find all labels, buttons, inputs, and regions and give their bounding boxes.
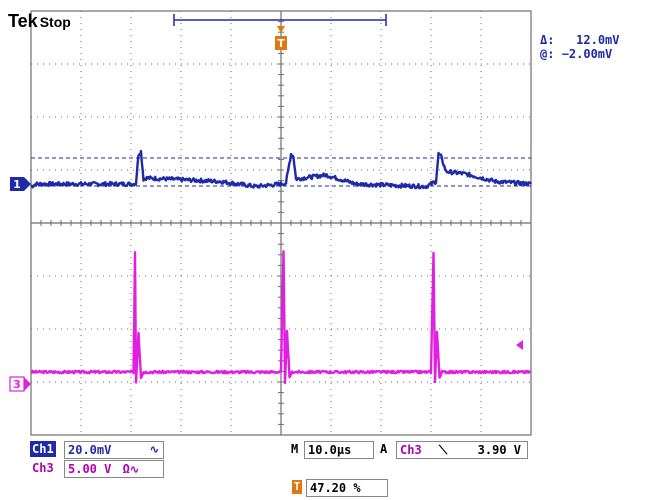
ch3-label[interactable]: Ch3: [32, 461, 54, 475]
delta-label: Δ:: [540, 33, 555, 47]
trigger-box[interactable]: Ch3 ⟍ 3.90 V: [396, 441, 528, 459]
trigger-position-box[interactable]: 47.20 %: [306, 479, 388, 497]
brand-label: Tek: [8, 11, 38, 31]
trigger-level-icon: [516, 340, 523, 350]
bw-limit-icon: ∿: [129, 463, 140, 476]
ch1-ground-marker: [10, 177, 24, 191]
falling-edge-icon: ⟍: [438, 443, 448, 457]
trigger-position-icon: T: [292, 480, 302, 494]
trigger-source: Ch3: [400, 443, 422, 457]
timebase-prefix: M: [291, 442, 299, 456]
acquisition-status: Stop: [39, 14, 71, 30]
ch3-ground-arrow: [24, 377, 31, 391]
cursor-readout: Δ: 12.0mV @: −2.00mV: [540, 34, 620, 62]
timebase-box[interactable]: 10.0µs: [304, 441, 374, 459]
delta-value: 12.0mV: [576, 33, 620, 47]
at-label: @:: [540, 47, 555, 61]
at-value: −2.00mV: [561, 47, 613, 61]
ch1-scale: 20.0mV: [68, 443, 112, 457]
trigger-point-icon: [277, 26, 285, 33]
timebase-value: 10.0µs: [308, 443, 352, 457]
brand-status: Tek Stop: [8, 12, 71, 30]
trigger-level: 3.90 V: [477, 443, 521, 457]
ch1-marker-label: 1: [13, 178, 21, 191]
ch1-ground-arrow: [24, 177, 31, 191]
ch3-marker-label: 3: [13, 378, 21, 391]
trigger-mode: A: [380, 442, 388, 456]
ch3-coupling: Ω: [122, 462, 130, 476]
waveform-ch3: [30, 250, 532, 385]
bw-limit-icon: ∿: [149, 443, 159, 456]
trigger-position-value: 47.20 %: [310, 481, 361, 495]
ch3-scale: 5.00 V: [68, 462, 112, 476]
ch1-scale-box[interactable]: 20.0mV ∿: [64, 441, 164, 459]
trigger-t-label: T: [277, 37, 285, 50]
waveform-ch1: [30, 149, 533, 190]
trigger-t-marker: [275, 36, 287, 50]
ch1-label[interactable]: Ch1: [30, 441, 56, 457]
ch3-scale-box[interactable]: 5.00 V Ω∿: [64, 460, 164, 478]
